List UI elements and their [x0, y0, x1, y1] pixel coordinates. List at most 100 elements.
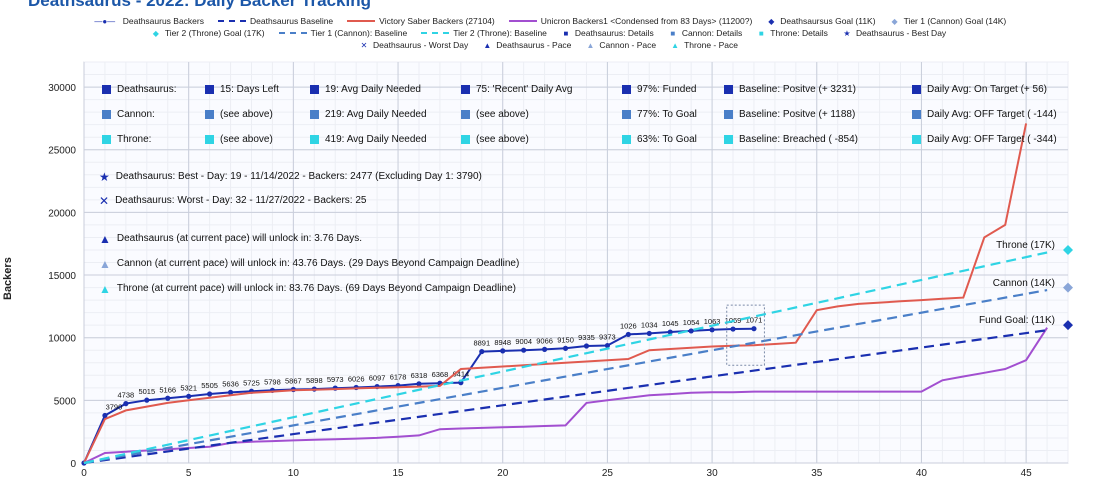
data-label: 3790 — [106, 403, 123, 412]
legend-item: Victory Saber Backers (27104) — [347, 16, 495, 26]
x-tick-label: 5 — [186, 468, 192, 479]
data-label: 9150 — [557, 335, 574, 344]
legend-label: Deathsaurus - Pace — [496, 40, 572, 50]
data-label: 5725 — [243, 378, 260, 387]
data-label: 5973 — [327, 375, 344, 384]
x-tick-label: 20 — [497, 468, 509, 479]
legend-label: Deathsaurus - Best Day — [855, 28, 947, 38]
data-point — [562, 345, 569, 351]
legend-item: ■ Cannon: Details — [668, 28, 742, 38]
legend-label: Cannon: Details — [681, 28, 743, 38]
x-tick-label: 40 — [916, 468, 928, 479]
legend-item: ◆ Tier 1 (Cannon) Goal (14K) — [890, 16, 1007, 26]
data-label: 1026 — [620, 321, 637, 330]
legend-symbol-icon: ■ — [758, 28, 764, 38]
legend-symbol-icon: ▲ — [586, 40, 595, 50]
x-tick-label: 45 — [1021, 468, 1033, 479]
data-point — [541, 346, 548, 352]
data-point — [709, 327, 715, 333]
legend-symbol-icon — [218, 20, 246, 22]
y-tick-label: 25000 — [48, 146, 76, 157]
data-label: 6178 — [390, 373, 407, 382]
data-label: 5321 — [180, 383, 197, 392]
data-label: 5636 — [222, 379, 239, 388]
goal-marker-2 — [1063, 320, 1073, 331]
data-label: 9373 — [599, 333, 616, 342]
y-tick-label: 30000 — [48, 83, 76, 94]
legend-label: Throne - Pace — [684, 40, 738, 50]
data-label: 8891 — [473, 339, 490, 348]
data-point — [500, 348, 506, 354]
x-tick-label: 10 — [288, 468, 300, 479]
legend-item: ▲ Cannon - Pace — [585, 40, 656, 50]
legend-label: Throne: Details — [770, 28, 828, 38]
legend-label: Tier 2 (Throne) Goal (17K) — [164, 28, 265, 38]
data-point — [751, 326, 757, 332]
y-axis-label: Backers — [2, 257, 14, 300]
data-label: 5015 — [138, 387, 155, 396]
data-label: 9335 — [578, 333, 595, 342]
legend-row: ◆ Tier 2 (Throne) Goal (17K) Tier 1 (Canno… — [0, 28, 1097, 38]
y-tick-label: 20000 — [48, 208, 76, 219]
legend-label: Deathsaurus: Details — [574, 28, 654, 38]
data-point — [102, 412, 108, 419]
data-label: 9004 — [515, 337, 532, 346]
data-label: 6368 — [432, 370, 449, 379]
legend-label: Deathsaurus - Worst Day — [373, 40, 469, 50]
goal-marker-1 — [1063, 282, 1073, 293]
data-point — [625, 331, 631, 338]
legend-row: —●— Deathsaurus Backers Deathsaurus Baseli… — [0, 16, 1097, 26]
data-point — [416, 381, 422, 387]
data-point — [730, 326, 736, 332]
y-tick-label: 15000 — [48, 271, 76, 282]
legend-symbol-icon: ■ — [670, 28, 676, 38]
data-point — [207, 391, 213, 397]
series-line-1 — [83, 123, 1028, 464]
data-label: 9066 — [536, 336, 553, 345]
series-line-2 — [83, 327, 1048, 464]
x-tick-label: 25 — [602, 468, 614, 479]
data-point — [165, 395, 171, 401]
data-label: 5798 — [264, 377, 281, 386]
data-label: 6318 — [411, 371, 428, 380]
legend-symbol-icon — [508, 20, 537, 22]
x-tick-label: 35 — [811, 468, 823, 479]
data-label: 5505 — [201, 381, 218, 390]
selection-box — [726, 304, 765, 366]
legend-symbol-icon — [421, 32, 450, 34]
legend-row: ✕ Deathsaurus - Worst Day ▲ Deathsaurus - P… — [0, 40, 1097, 50]
data-point — [646, 330, 652, 337]
legend-item: ▲ Deathsaurus - Pace — [482, 40, 571, 50]
legend-symbol-icon: ★ — [843, 28, 851, 38]
legend-label: Tier 1 (Cannon): Baseline — [310, 28, 408, 38]
legend-label: Deathsaursus Goal (11K) — [780, 16, 876, 26]
x-tick-label: 0 — [81, 468, 87, 479]
data-label: 1034 — [641, 320, 658, 329]
legend-item: ◆ Deathsaursus Goal (11K) — [766, 16, 875, 26]
legend-label: Tier 1 (Cannon) Goal (14K) — [903, 16, 1007, 26]
legend-symbol-icon: ▲ — [483, 40, 492, 50]
legend-symbol-icon: ✕ — [360, 40, 368, 50]
y-tick-label: 0 — [70, 459, 76, 470]
legend-symbol-icon: ◆ — [768, 16, 775, 26]
legend-item: Unicron Backers1 <Condensed from 83 Days… — [508, 16, 752, 26]
legend-item: ▲ Throne - Pace — [670, 40, 738, 50]
series-line-4 — [83, 289, 1048, 465]
series-line-3 — [83, 329, 1048, 465]
legend-symbol-icon: ▲ — [671, 40, 680, 50]
legend-item: ✕ Deathsaurus - Worst Day — [359, 40, 469, 50]
legend-item: Deathsaurus Baseline — [218, 16, 333, 26]
legend: —●— Deathsaurus Backers Deathsaurus Baseli… — [0, 14, 1097, 54]
data-point — [186, 393, 192, 399]
legend-item: ◆ Tier 2 (Throne) Goal (17K) — [151, 28, 265, 38]
x-tick-label: 30 — [707, 468, 719, 479]
data-point — [583, 343, 590, 349]
data-label: 6026 — [348, 374, 365, 383]
legend-symbol-icon: ◆ — [891, 16, 898, 26]
data-point — [144, 397, 150, 403]
y-tick-label: 5000 — [54, 396, 77, 407]
legend-label: Cannon - Pace — [599, 40, 657, 50]
data-label: 1071 — [746, 316, 763, 325]
goal-marker-0 — [1063, 244, 1073, 255]
